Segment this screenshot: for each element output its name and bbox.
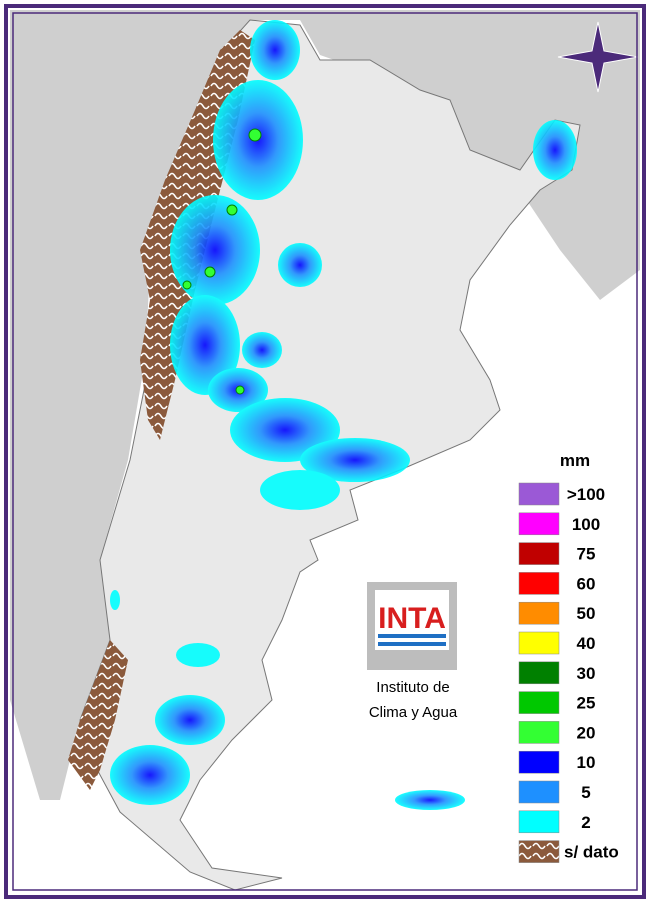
- legend-label: 5: [581, 783, 590, 802]
- legend-swatch: [518, 840, 560, 863]
- institute-line: Instituto de: [376, 679, 449, 696]
- legend-swatch: [518, 750, 560, 774]
- legend-swatch: [518, 631, 560, 655]
- legend-label: >100: [567, 485, 605, 504]
- rain-20mm: [182, 128, 262, 395]
- logo-stripe: [378, 634, 446, 638]
- legend-label: 10: [577, 753, 596, 772]
- rain-areas: [110, 20, 577, 810]
- logo: INTA Instituto de Clima y Agua: [367, 582, 458, 721]
- logo-stripe: [378, 642, 446, 646]
- legend-label: 75: [577, 545, 596, 564]
- logo-box: [375, 590, 449, 650]
- compass-rose: [557, 21, 639, 93]
- legend: >100 100 75 60 50 40 30 25 20 10 5 2 s/ dato: [518, 482, 619, 863]
- legend-label: 20: [577, 723, 596, 742]
- legend-swatch: [518, 780, 560, 804]
- frame-inner: [12, 12, 638, 891]
- legend-title: mm: [560, 451, 590, 470]
- legend-swatch: [518, 542, 560, 565]
- legend-swatch: [518, 512, 560, 536]
- no-data-zone: [68, 640, 128, 790]
- legend-swatch: [518, 721, 560, 744]
- legend-label: 60: [577, 574, 596, 593]
- logo-text: INTA: [378, 602, 446, 635]
- legend-label: s/ dato: [564, 843, 619, 862]
- legend-swatch: [518, 601, 560, 625]
- legend-label: 40: [577, 634, 596, 653]
- neighbor-countries: [10, 10, 640, 800]
- legend-label: 25: [577, 694, 596, 713]
- legend-swatch: [518, 482, 560, 506]
- legend-swatch: [518, 810, 560, 834]
- legend-swatch: [518, 572, 560, 595]
- frame: [4, 4, 646, 899]
- legend-label: 30: [577, 664, 596, 683]
- legend-label: 2: [581, 813, 590, 832]
- institute-line: Clima y Agua: [369, 704, 458, 721]
- legend-swatch: [518, 691, 560, 714]
- legend-label: 50: [577, 604, 596, 623]
- legend-label: 100: [572, 515, 600, 534]
- legend-swatch: [518, 661, 560, 685]
